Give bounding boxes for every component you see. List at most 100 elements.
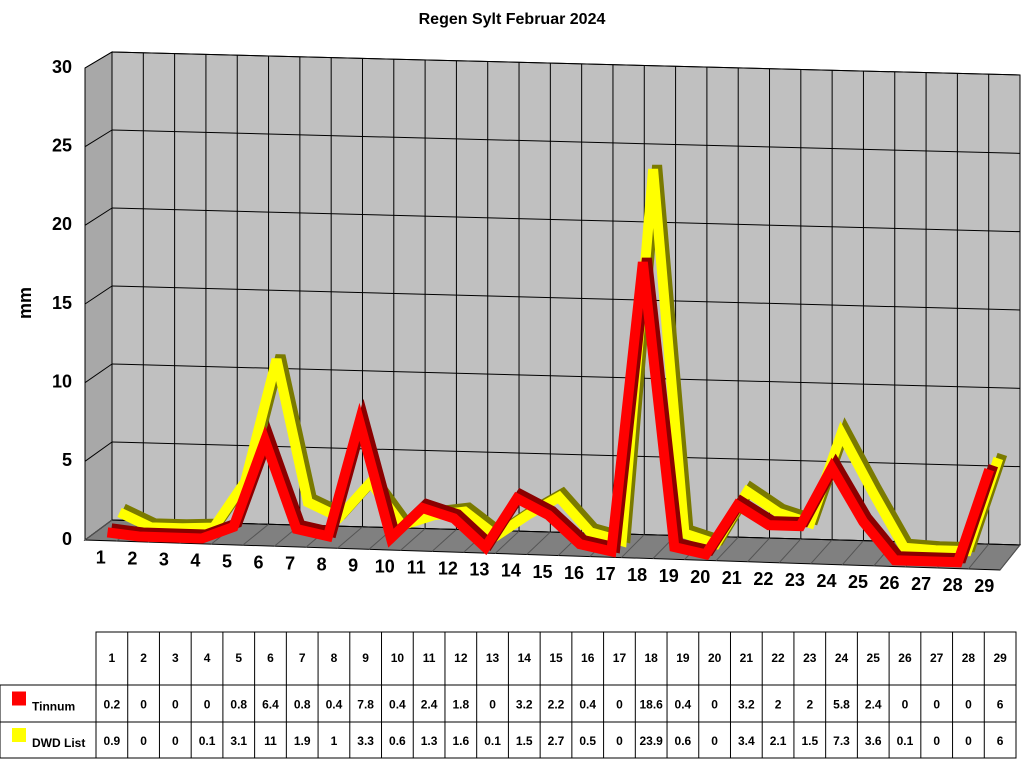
table-value: 0 (902, 698, 909, 712)
x-tick-label: 13 (469, 560, 489, 580)
y-tick-label: 15 (52, 293, 72, 313)
table-value: 6.4 (262, 698, 279, 712)
left-wall (84, 51, 113, 541)
table-value: 0 (489, 698, 496, 712)
table-value: 23.9 (639, 734, 663, 748)
floor-divider (715, 536, 739, 562)
table-value: 0 (140, 698, 147, 712)
floor-divider (526, 531, 551, 555)
grid-line (111, 363, 1021, 389)
x-tick-label: 21 (722, 568, 742, 588)
grid-line (111, 285, 1021, 311)
table-header: 27 (930, 651, 944, 665)
table-value: 1.3 (421, 734, 438, 748)
floor-divider (494, 530, 520, 554)
table-value: 3.4 (738, 734, 755, 748)
table-value: 3.1 (230, 734, 247, 748)
table-value: 1.6 (452, 734, 469, 748)
x-tick-label: 7 (285, 553, 295, 573)
table-value: 0 (172, 734, 179, 748)
floor-divider (747, 537, 770, 563)
table-header: 18 (644, 651, 658, 665)
table-header: 5 (235, 651, 242, 665)
grid-line-side (84, 363, 113, 384)
table-header: 17 (613, 651, 627, 665)
table-header: 26 (898, 651, 912, 665)
table-value: 0 (965, 734, 972, 748)
table-header: 1 (109, 651, 116, 665)
floor-divider (242, 523, 269, 546)
table-value: 0 (711, 734, 718, 748)
x-tick-label: 29 (974, 576, 994, 596)
table-value: 0.6 (389, 734, 406, 748)
x-tick-label: 19 (659, 566, 679, 586)
x-tick-label: 22 (753, 569, 773, 589)
table-header: 6 (267, 651, 274, 665)
floor-divider (337, 526, 363, 549)
table-header: 20 (708, 651, 722, 665)
table-header: 4 (204, 651, 211, 665)
x-tick-label: 5 (222, 551, 232, 571)
table-value: 0.9 (104, 734, 121, 748)
table-header: 12 (454, 651, 468, 665)
floor-divider (621, 534, 645, 558)
table-header: 9 (362, 651, 369, 665)
table-header: 22 (771, 651, 785, 665)
table-header: 21 (740, 651, 754, 665)
grid-line (111, 51, 1021, 76)
floor-divider (999, 544, 1021, 571)
x-tick-label: 26 (880, 573, 900, 593)
table-value: 5.8 (833, 698, 850, 712)
y-tick-label: 5 (62, 450, 72, 470)
table-value: 7.8 (357, 698, 374, 712)
x-tick-label: 3 (159, 549, 169, 569)
floor-divider (431, 529, 457, 552)
grid-line (111, 207, 1021, 233)
table-value: 0 (965, 698, 972, 712)
table-header: 24 (835, 651, 849, 665)
table-value: 0 (140, 734, 147, 748)
table-value: 2.1 (770, 734, 787, 748)
table-header: 23 (803, 651, 817, 665)
table-value: 0 (172, 698, 179, 712)
legend-label: Tinnum (32, 700, 75, 714)
table-value: 18.6 (639, 698, 663, 712)
x-tick-label: 10 (375, 557, 395, 577)
grid-line-side (84, 51, 113, 69)
table-value: 1.5 (516, 734, 533, 748)
x-tick-label: 27 (911, 574, 931, 594)
table-value: 0.1 (199, 734, 216, 748)
x-tick-label: 16 (564, 563, 584, 583)
table-value: 0.4 (326, 698, 343, 712)
table-value: 0 (616, 734, 623, 748)
table-value: 0.5 (579, 734, 596, 748)
table-value: 0.4 (675, 698, 692, 712)
x-tick-label: 17 (596, 564, 616, 584)
table-header: 28 (962, 651, 976, 665)
y-tick-label: 10 (52, 371, 72, 391)
table-value: 3.6 (865, 734, 882, 748)
table-header: 16 (581, 651, 595, 665)
floor-divider (968, 543, 990, 570)
chart-title: Regen Sylt Februar 2024 (419, 11, 606, 28)
table-header: 15 (549, 651, 563, 665)
y-tick-label: 20 (52, 214, 72, 234)
x-tick-label: 24 (816, 571, 836, 591)
legend-label: DWD List (32, 736, 85, 750)
x-tick-label: 28 (943, 575, 963, 595)
table-value: 0 (204, 698, 211, 712)
table-value: 1.9 (294, 734, 311, 748)
floor-divider (810, 539, 833, 565)
x-tick-label: 15 (532, 562, 552, 582)
table-value: 1.5 (801, 734, 818, 748)
table-header: 3 (172, 651, 179, 665)
x-tick-label: 20 (690, 567, 710, 587)
series-line (117, 168, 1004, 557)
table-value: 2 (806, 698, 813, 712)
table-value: 0.1 (897, 734, 914, 748)
floor-divider (400, 528, 426, 551)
table-header: 29 (993, 651, 1007, 665)
table-header: 2 (140, 651, 147, 665)
table-value: 0.4 (579, 698, 596, 712)
table-value: 2 (775, 698, 782, 712)
